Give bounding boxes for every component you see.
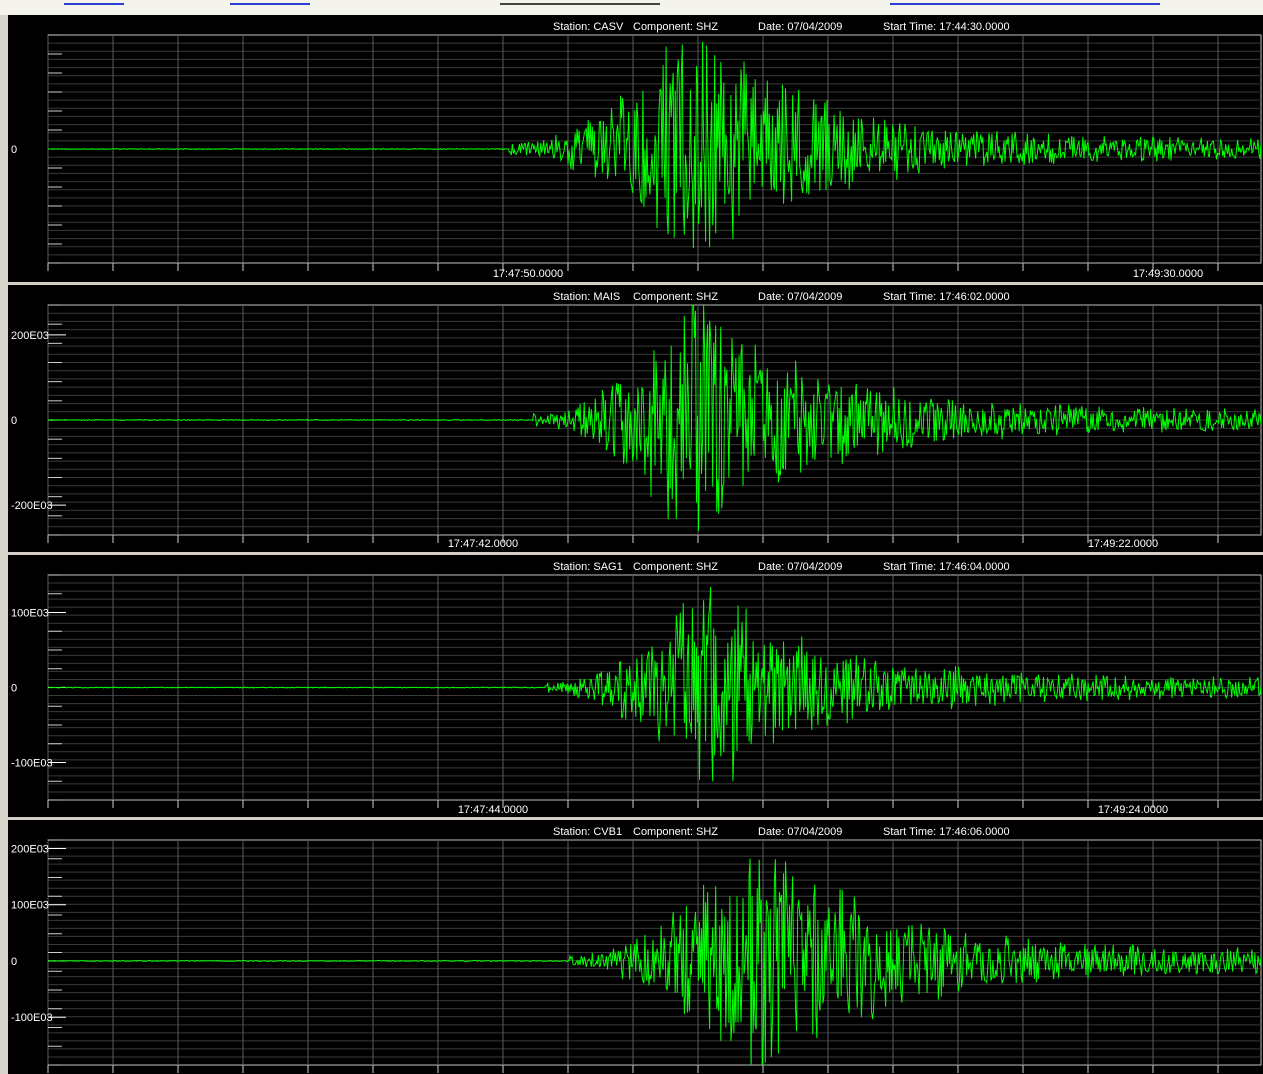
header-start-time: Start Time: 17:46:06.0000 <box>883 826 1010 838</box>
header-date: Date: 07/04/2009 <box>758 826 842 838</box>
y-tick-label: 0 <box>11 683 17 695</box>
seismogram-panel-mais: Station: MAIS Component: SHZ Date: 07/04/2… <box>8 282 1263 550</box>
y-tick-label: 100E03 <box>11 900 49 912</box>
header-start-time: Start Time: 17:44:30.0000 <box>883 21 1010 33</box>
seismic-trace <box>48 586 1261 782</box>
top-link-fragment <box>890 0 1160 5</box>
top-menu-strip <box>0 0 1263 16</box>
header-component: Component: SHZ <box>633 291 718 303</box>
y-tick-label: 0 <box>11 144 17 156</box>
seismogram-panel-casv: Station: CASV Component: SHZ Date: 07/04/2… <box>11 21 1262 280</box>
x-tick-label: 17:49:30.0000 <box>1133 268 1203 280</box>
header-component: Component: SHZ <box>633 826 718 838</box>
header-component: Component: SHZ <box>633 561 718 573</box>
top-link-fragment <box>230 0 310 5</box>
y-tick-label: 100E03 <box>11 608 49 620</box>
y-tick-label: 0 <box>11 415 17 427</box>
panel-separator <box>8 817 1263 820</box>
header-station: Station: MAIS <box>553 291 620 303</box>
seismogram-plots: Station: CASV Component: SHZ Date: 07/04/2… <box>8 21 1263 1073</box>
header-date: Date: 07/04/2009 <box>758 561 842 573</box>
y-tick-label: -100E03 <box>11 1012 53 1024</box>
header-start-time: Start Time: 17:46:02.0000 <box>883 291 1010 303</box>
x-tick-label: 17:47:42.0000 <box>448 538 518 550</box>
y-tick-label: 200E03 <box>11 843 49 855</box>
header-component: Component: SHZ <box>633 21 718 33</box>
header-station: Station: CASV <box>553 21 624 33</box>
panel-separator <box>8 282 1263 285</box>
seismogram-panel-sag1: Station: SAG1 Component: SHZ Date: 07/04/2… <box>8 552 1263 816</box>
x-tick-label: 17:49:22.0000 <box>1088 538 1158 550</box>
top-link-fragment <box>64 0 124 5</box>
header-date: Date: 07/04/2009 <box>758 291 842 303</box>
panel-separator <box>8 552 1263 555</box>
x-tick-label: 17:47:50.0000 <box>493 268 563 280</box>
seismogram-window <box>8 15 1263 1074</box>
top-field-fragment <box>500 0 660 5</box>
x-tick-label: 17:47:44.0000 <box>458 804 528 816</box>
seismogram-panel-cvb1: Station: CVB1 Component: SHZ Date: 07/04/2… <box>8 817 1263 1073</box>
x-tick-label: 17:49:24.0000 <box>1098 804 1168 816</box>
window-left-border <box>0 15 8 1074</box>
seismic-trace <box>48 858 1261 1065</box>
header-start-time: Start Time: 17:46:04.0000 <box>883 561 1010 573</box>
header-station: Station: CVB1 <box>553 826 622 838</box>
seismic-trace <box>48 305 1261 531</box>
seismic-trace <box>48 41 1261 249</box>
header-date: Date: 07/04/2009 <box>758 21 842 33</box>
y-tick-label: 0 <box>11 956 17 968</box>
header-station: Station: SAG1 <box>553 561 623 573</box>
y-tick-label: -200E03 <box>11 500 53 512</box>
y-tick-label: -100E03 <box>11 758 53 770</box>
y-tick-label: 200E03 <box>11 330 49 342</box>
